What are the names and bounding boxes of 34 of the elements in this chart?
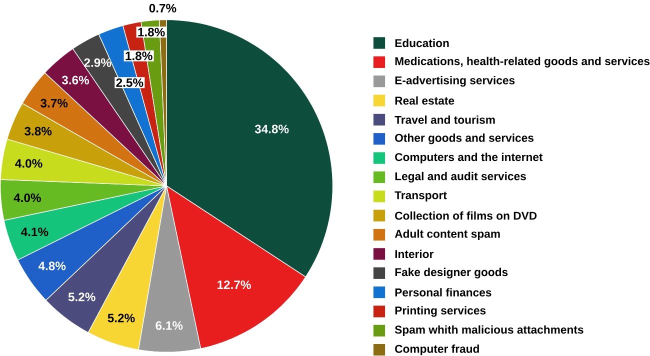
legend-label: Fake designer goods xyxy=(395,268,508,279)
legend-label: Computer fraud xyxy=(395,344,479,356)
data-label: 5.2% xyxy=(68,292,96,302)
data-label: 4.0% xyxy=(14,194,41,202)
legend-label: Interior xyxy=(395,250,434,258)
legend-label: Personal finances xyxy=(395,288,492,297)
data-label: 2.9% xyxy=(84,58,112,68)
legend-label: Medications, health-related goods and services xyxy=(395,57,650,68)
data-label: 34.8% xyxy=(254,124,289,134)
data-label: 4.8% xyxy=(38,262,66,270)
legend-label: Education xyxy=(395,38,449,48)
data-label: 4.0% xyxy=(15,159,42,168)
legend-label: Spam whith malicious attachments xyxy=(394,326,584,336)
legend-label: Legal and audit services xyxy=(395,172,526,183)
data-label: 1.8% xyxy=(138,28,165,37)
data-label: 2.5% xyxy=(116,78,144,88)
data-label: 1.8% xyxy=(126,52,152,60)
data-label: 0.7% xyxy=(149,4,176,13)
data-label: 4.1% xyxy=(21,228,48,236)
legend-label: Real estate xyxy=(395,96,454,105)
legend-label: E-advertising services xyxy=(395,76,515,87)
data-label: 5.2% xyxy=(108,314,135,322)
legend-label: Adult content spam xyxy=(394,230,500,240)
legend-label: Collection of films on DVD xyxy=(395,212,537,220)
data-label: 3.7% xyxy=(40,99,68,108)
data-label: 12.7% xyxy=(218,280,251,290)
legend-label: Other goods and services xyxy=(395,134,534,144)
legend-label: Travel and tourism xyxy=(394,116,495,124)
data-label: 6.1% xyxy=(156,321,183,330)
legend-label: Printing services xyxy=(395,306,486,317)
legend-label: Transport xyxy=(394,191,447,202)
legend-label: Computers and the internet xyxy=(395,152,543,164)
data-label: 3.8% xyxy=(24,127,52,136)
data-label: 3.6% xyxy=(62,76,90,85)
